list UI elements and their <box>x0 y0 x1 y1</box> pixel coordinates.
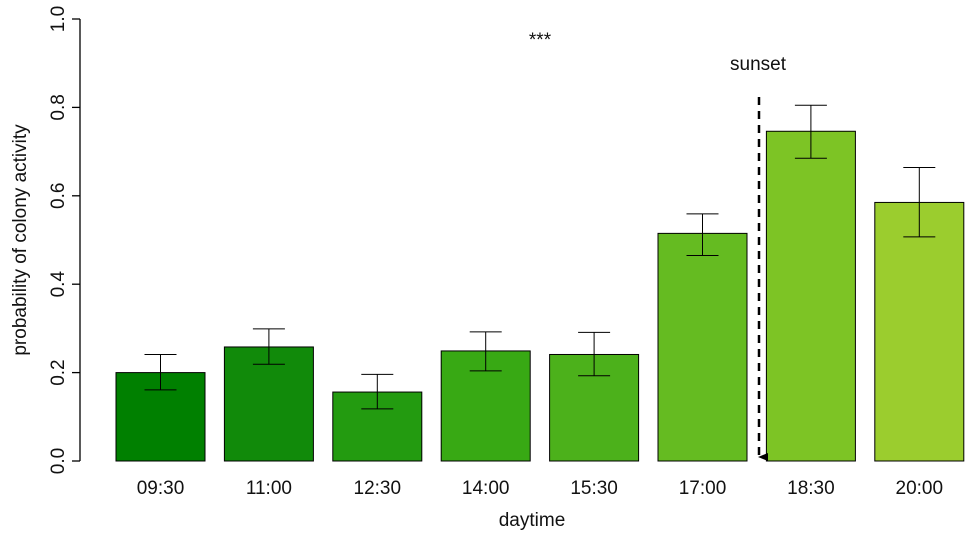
x-axis-title: daytime <box>499 510 566 531</box>
x-tick-label: 12:30 <box>354 478 402 499</box>
x-tick-label: 17:00 <box>679 478 727 499</box>
x-tick-label: 11:00 <box>246 478 292 499</box>
bar-1700 <box>657 232 748 462</box>
bars-group <box>115 130 965 462</box>
y-tick-label: 0.4 <box>48 271 69 298</box>
x-tick-labels: 09:30 11:00 12:30 14:00 15:30 17:00 18:30 20:00 <box>137 478 943 499</box>
x-tick-label: 09:30 <box>137 478 185 499</box>
x-tick-label: 20:00 <box>896 478 944 499</box>
bar-1100 <box>223 346 314 462</box>
x-tick-label: 18:30 <box>787 478 835 499</box>
error-bar-1700 <box>686 213 719 256</box>
error-bar-1230 <box>361 373 394 410</box>
error-bar-1400 <box>469 331 502 372</box>
y-tick-label: 1.0 <box>48 6 69 32</box>
error-bar-0930 <box>144 353 177 391</box>
error-bars-group <box>144 104 936 410</box>
error-bar-1530 <box>578 331 611 377</box>
error-bar-2000 <box>903 167 936 238</box>
sunset-label: sunset <box>730 54 787 75</box>
bar-2000 <box>874 201 965 462</box>
error-bar-1830 <box>794 104 827 159</box>
y-tick-label: 0.8 <box>48 94 69 120</box>
y-tick-label: 0.0 <box>48 448 69 474</box>
y-tick-label: 0.6 <box>48 183 69 209</box>
x-tick-label: 14:00 <box>462 478 510 499</box>
y-axis: 0.0 0.2 0.4 0.6 0.8 1.0 <box>48 6 81 474</box>
y-tick-label: 0.2 <box>48 359 69 385</box>
error-bar-1100 <box>252 328 285 365</box>
y-axis-title: probability of colony activity <box>10 124 31 356</box>
bar-1830 <box>765 130 856 462</box>
significance-label: *** <box>529 30 552 51</box>
x-tick-label: 15:30 <box>570 478 618 499</box>
